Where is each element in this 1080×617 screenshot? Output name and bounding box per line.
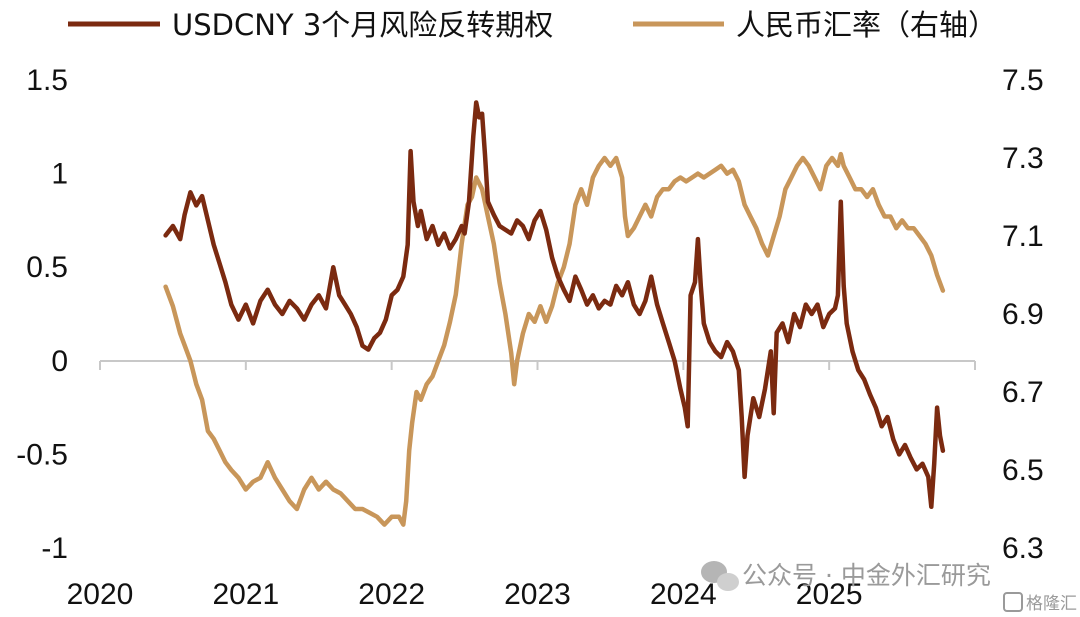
corner-watermark-text: 格隆汇: [1026, 594, 1077, 614]
axes: 2020 2021 2022 2023 2024 2025 1.5 1 0.5 0 -0.5 -1 7.…: [16, 64, 1043, 611]
wechat-icon: [701, 561, 739, 591]
right-tick-label: 7.3: [1002, 142, 1044, 175]
left-tick-label: -1: [41, 532, 68, 565]
left-tick-label: 0.5: [26, 251, 68, 284]
cny-rate-line: [163, 151, 946, 527]
right-tick-label: 6.7: [1002, 376, 1044, 409]
x-tick-label: 2023: [504, 578, 571, 611]
right-tick-label: 6.3: [1002, 532, 1044, 565]
x-tick-label: 2025: [796, 578, 863, 611]
legend-label-cny-rate: 人民币汇率（右轴）: [736, 8, 997, 42]
watermark-text: 公众号 · 中金外汇研究: [742, 561, 991, 590]
x-tick-label: 2024: [650, 578, 717, 611]
left-tick-label: 0: [51, 345, 68, 378]
series-layer: [163, 100, 946, 527]
x-tick-label: 2020: [67, 578, 134, 611]
left-tick-label: 1: [51, 158, 68, 191]
legend: USDCNY 3个月风险反转期权 人民币汇率（右轴）: [68, 8, 997, 42]
left-tick-label: 1.5: [26, 64, 68, 97]
left-tick-label: -0.5: [16, 438, 68, 471]
right-tick-label: 7.1: [1002, 220, 1044, 253]
x-tick-label: 2022: [358, 578, 425, 611]
corner-logo-icon: [1003, 592, 1023, 612]
x-tick-label: 2021: [212, 578, 279, 611]
risk-reversal-line: [163, 100, 946, 510]
right-tick-label: 6.9: [1002, 298, 1044, 331]
legend-label-risk-reversal: USDCNY 3个月风险反转期权: [172, 8, 553, 42]
right-tick-label: 6.5: [1002, 454, 1044, 487]
right-tick-label: 7.5: [1002, 64, 1044, 97]
